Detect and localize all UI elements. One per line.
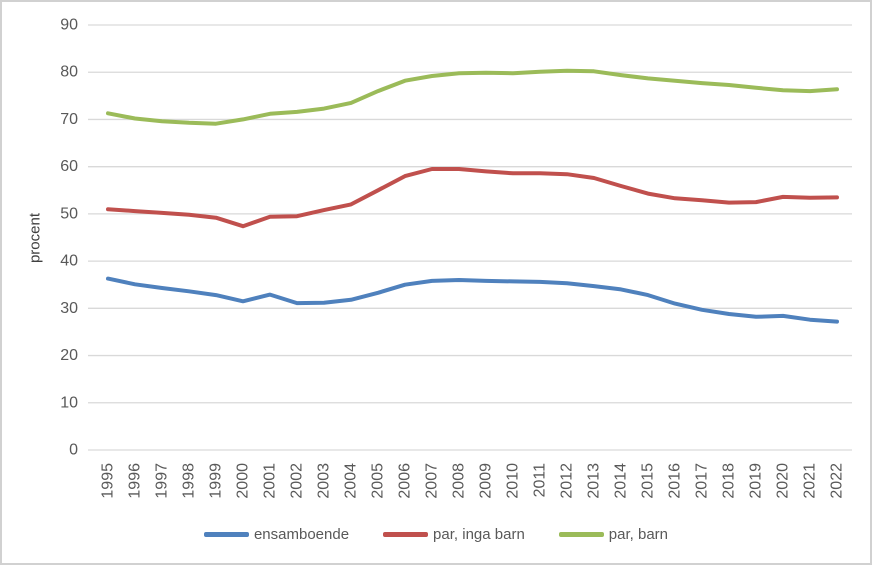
x-tick-label: 2012 — [559, 463, 576, 499]
x-tick-label: 2008 — [451, 463, 468, 499]
legend-line-swatch — [383, 532, 429, 537]
series-line-par-inga-barn — [106, 167, 839, 229]
x-tick-label: 2003 — [316, 463, 333, 499]
x-tick-label: 2016 — [667, 463, 684, 499]
x-tick-label: 2015 — [640, 463, 657, 499]
x-tick-label: 2006 — [397, 463, 414, 499]
legend-label: ensamboende — [253, 526, 350, 543]
legend-item-par-inga-barn: par, inga barn — [383, 526, 525, 543]
chart-legend: ensamboende par, inga barn par, barn — [2, 526, 870, 543]
x-tick-label: 2020 — [775, 463, 792, 499]
x-tick-label: 2009 — [478, 463, 495, 499]
legend-line-swatch — [558, 532, 604, 537]
x-tick-label: 1997 — [154, 463, 171, 499]
y-tick-label: 80 — [60, 64, 78, 81]
x-tick-label: 2021 — [802, 463, 819, 499]
x-tick-label: 1995 — [100, 463, 117, 499]
y-axis-title: procent — [27, 212, 44, 263]
y-tick-label: 90 — [60, 17, 78, 34]
x-tick-label: 2007 — [424, 463, 441, 499]
x-tick-label: 2018 — [721, 463, 738, 499]
y-tick-label: 20 — [60, 347, 78, 364]
x-tick-label: 2014 — [613, 463, 630, 499]
x-tick-label: 2002 — [289, 463, 306, 499]
y-tick-label: 60 — [60, 158, 78, 175]
x-tick-label: 2011 — [532, 463, 549, 498]
series-line-par-barn — [106, 68, 839, 126]
legend-line-swatch — [203, 532, 249, 537]
x-tick-label: 2010 — [505, 463, 522, 499]
line-chart: 0 10 20 30 40 50 60 70 80 90 1995 1996 1997 1998 1999 2… — [27, 17, 852, 499]
x-tick-label: 2005 — [370, 463, 387, 499]
legend-label: par, barn — [608, 526, 669, 543]
legend-item-ensamboende: ensamboende — [203, 526, 350, 543]
x-tick-label: 2022 — [829, 463, 846, 499]
legend-label: par, inga barn — [433, 526, 525, 543]
x-tick-label: 1996 — [127, 463, 144, 499]
y-tick-label: 70 — [60, 111, 78, 128]
y-tick-label: 30 — [60, 300, 78, 317]
x-tick-label: 2000 — [235, 463, 252, 499]
x-tick-label: 2013 — [586, 463, 603, 499]
x-tick-label: 1999 — [208, 463, 225, 499]
x-tick-label: 2004 — [343, 463, 360, 499]
x-tick-label: 2001 — [262, 463, 279, 499]
y-tick-label: 10 — [60, 394, 78, 411]
legend-item-par-barn: par, barn — [558, 526, 669, 543]
series-line-ensamboende — [106, 276, 839, 324]
y-tick-label: 50 — [60, 205, 78, 222]
x-tick-label: 2019 — [748, 463, 765, 499]
y-tick-label: 0 — [69, 442, 78, 459]
x-tick-label: 1998 — [181, 463, 198, 499]
x-tick-label: 2017 — [694, 463, 711, 499]
y-tick-label: 40 — [60, 253, 78, 270]
